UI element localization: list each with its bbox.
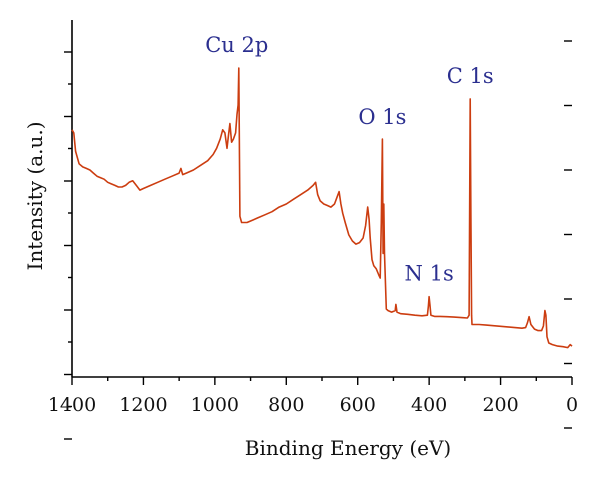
x-tick-label: 400 [411,394,447,416]
peak-label: Cu 2p [205,33,268,57]
x-tick-label: 1000 [191,394,239,416]
peak-label: C 1s [447,64,494,88]
x-tick-label: 600 [340,394,376,416]
x-tick-label: 1400 [48,394,96,416]
x-axis-title: Binding Energy (eV) [245,436,451,460]
peak-annotations: Cu 2p O 1s N 1s C 1s [205,33,493,286]
x-tick-label: 1200 [119,394,167,416]
peak-label: O 1s [358,105,406,129]
peak-label: N 1s [405,262,454,286]
x-axis-ticks: 1400 1200 1000 800 600 400 200 0 [48,377,578,416]
plot-frame [71,20,572,378]
spectrum-line [71,67,573,349]
x-tick-label: 800 [268,394,304,416]
y-axis-ticks [64,40,572,440]
x-tick-label: 200 [482,394,518,416]
x-tick-label: 0 [566,394,578,416]
y-axis-title: Intensity (a.u.) [23,121,47,270]
